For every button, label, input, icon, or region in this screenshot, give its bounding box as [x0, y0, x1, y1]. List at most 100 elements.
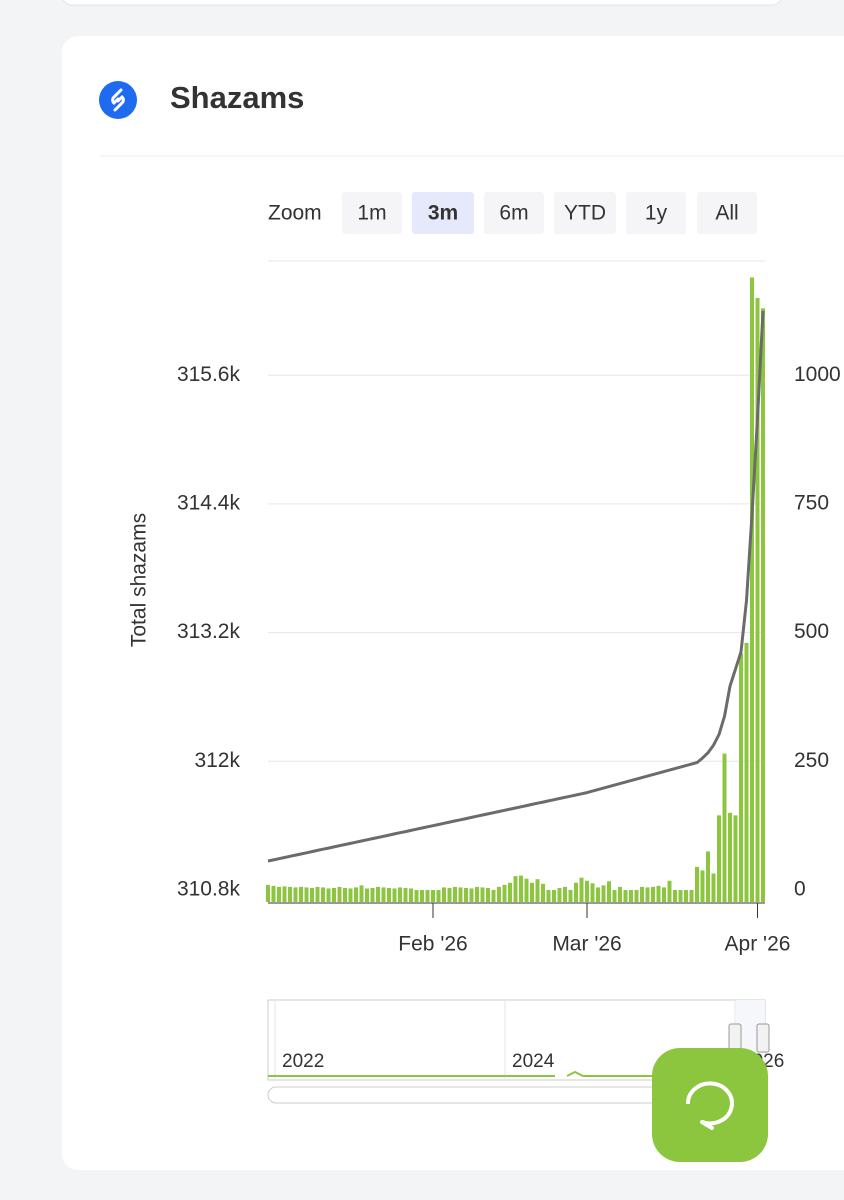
plot: 310.8k 312k 313.2k 314.4k 315.6k 0 250 500 750 10…: [177, 277, 841, 956]
bar: [513, 876, 518, 902]
x-tick-label: Apr '26: [725, 933, 791, 956]
bar: [761, 308, 765, 902]
bar: [409, 888, 413, 902]
card-title: Shazams: [170, 80, 304, 115]
bar: [288, 886, 292, 902]
bar: [475, 886, 479, 902]
zoom-button-label: All: [715, 202, 738, 225]
zoom-button-label: 6m: [499, 202, 528, 225]
bar: [310, 887, 314, 902]
bar: [464, 887, 468, 902]
y-tick-label: 313.2k: [177, 620, 241, 643]
zoom-button[interactable]: [626, 192, 686, 234]
bar: [442, 887, 446, 902]
bar: [733, 815, 738, 902]
bar: [629, 890, 633, 902]
y-tick-label: 315.6k: [177, 363, 241, 386]
bar: [414, 890, 419, 902]
bar: [365, 888, 369, 902]
bar: [557, 887, 562, 902]
bar: [585, 880, 589, 902]
navigator-handle[interactable]: [728, 1023, 742, 1053]
y2-tick-label: 0: [794, 878, 806, 901]
bar: [370, 887, 375, 902]
bar: [678, 890, 683, 902]
chat-icon: [685, 1081, 734, 1130]
bar: [645, 887, 650, 902]
bar: [601, 885, 606, 902]
bar: [469, 888, 474, 902]
bar: [673, 890, 677, 902]
y2-tick-label: 250: [794, 749, 829, 772]
navigator-label: 2024: [512, 1051, 555, 1072]
bar: [634, 890, 639, 902]
y2-tick-label: 750: [794, 491, 829, 514]
y-tick-label: 310.8k: [177, 878, 241, 901]
bar: [403, 887, 408, 902]
bar: [607, 881, 611, 902]
zoom-button-label: 1m: [357, 202, 386, 225]
bar: [717, 815, 721, 902]
zoom-button[interactable]: [554, 192, 616, 234]
bar: [271, 885, 276, 902]
bar: [486, 887, 490, 902]
navigator-handle[interactable]: [756, 1023, 770, 1053]
bar: [755, 298, 760, 902]
bar: [321, 887, 325, 902]
bar: [431, 890, 435, 902]
zoom-button[interactable]: [412, 192, 474, 234]
bar: [508, 882, 512, 902]
zoom-label: Zoom: [268, 202, 322, 225]
bar: [497, 886, 501, 902]
navigator-series: [268, 1070, 660, 1077]
bar: [315, 886, 320, 902]
y-tick-label: 312k: [194, 749, 240, 772]
bar: [722, 753, 727, 902]
bar: [618, 886, 622, 902]
bar: [667, 880, 672, 902]
chat-button[interactable]: [652, 1048, 768, 1162]
bar: [343, 887, 347, 902]
bar: [563, 886, 567, 902]
bar: [750, 277, 754, 902]
bar: [299, 886, 303, 902]
bar: [739, 653, 743, 902]
zoom-button[interactable]: [697, 192, 757, 234]
y-tick-label: 314.4k: [177, 491, 241, 514]
zoom-button-label: 1y: [645, 202, 668, 225]
bar: [387, 887, 391, 902]
bar: [282, 886, 287, 902]
bar: [398, 887, 402, 902]
y2-tick-label: 1000: [794, 363, 841, 386]
bar: [552, 890, 556, 902]
bar: [359, 885, 364, 902]
bar: [590, 883, 595, 902]
bar: [612, 890, 617, 902]
bar: [381, 887, 386, 902]
bar: [706, 851, 710, 902]
navigator-label: 2022: [282, 1051, 324, 1072]
bar: [447, 887, 452, 902]
bar: [392, 888, 397, 902]
prev-card: [62, 0, 782, 6]
bar: [541, 883, 545, 902]
card: [62, 36, 844, 1170]
zoom-button[interactable]: [484, 192, 544, 234]
zoom-button-label: 3m: [428, 202, 458, 225]
bar: [348, 888, 353, 902]
bar: [326, 888, 331, 902]
zoom-buttons: 1m 3m 6m YTD 1y All: [342, 192, 757, 234]
bar: [568, 890, 573, 902]
zoom-button[interactable]: [342, 192, 402, 234]
bar: [689, 890, 694, 902]
bar: [711, 873, 716, 902]
bar: [425, 890, 430, 902]
y-axis-title: Total shazams: [128, 513, 151, 647]
bar: [695, 866, 699, 902]
bar: [579, 877, 584, 902]
bar: [519, 875, 523, 902]
bar: [376, 886, 380, 902]
bar: [524, 878, 529, 902]
bar: [535, 879, 540, 902]
